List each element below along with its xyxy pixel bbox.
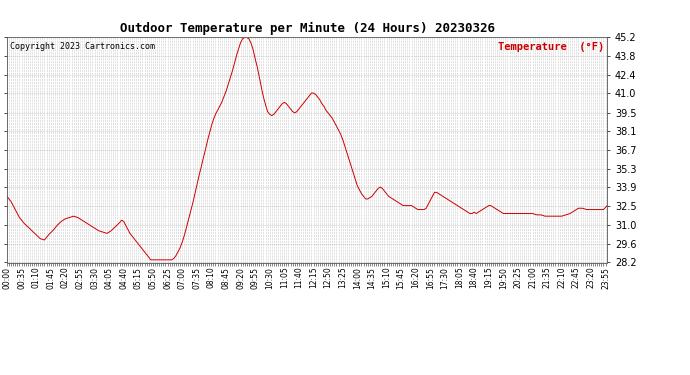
Text: Copyright 2023 Cartronics.com: Copyright 2023 Cartronics.com: [10, 42, 155, 51]
Title: Outdoor Temperature per Minute (24 Hours) 20230326: Outdoor Temperature per Minute (24 Hours…: [119, 22, 495, 35]
Text: Temperature  (°F): Temperature (°F): [498, 42, 604, 52]
